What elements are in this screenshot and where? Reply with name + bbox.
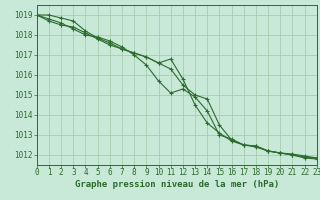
X-axis label: Graphe pression niveau de la mer (hPa): Graphe pression niveau de la mer (hPa) [75,180,279,189]
